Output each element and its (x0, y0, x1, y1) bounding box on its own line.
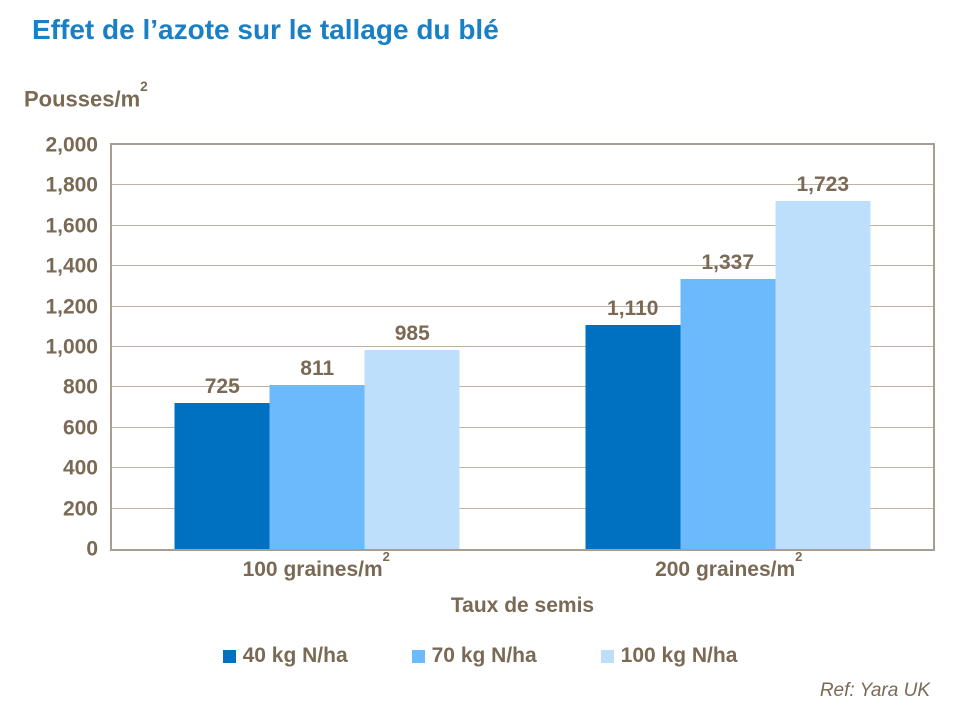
bar: 811 (269, 358, 365, 549)
y-tick-label: 0 (86, 537, 98, 561)
y-tick-label: 200 (62, 497, 98, 521)
x-category-label-text: 200 graines/m (655, 558, 796, 581)
bar: 1,110 (585, 298, 681, 549)
bar-value-label: 1,110 (607, 296, 659, 320)
gridline (112, 305, 933, 307)
legend-swatch-icon (411, 649, 425, 663)
gridline (112, 265, 933, 267)
legend-item: 100 kg N/ha (600, 644, 738, 668)
y-tick-label: 800 (62, 375, 98, 399)
legend: 40 kg N/ha 70 kg N/ha 100 kg N/ha (0, 644, 960, 668)
bar-value-label: 1,723 (796, 172, 850, 196)
legend-label: 40 kg N/ha (242, 644, 348, 667)
x-category-label: 200 graines/m2 (655, 550, 802, 581)
y-axis-title-superscript: 2 (140, 78, 148, 94)
bar-value-label: 725 (204, 374, 240, 398)
x-axis-title: Taux de semis (450, 594, 595, 617)
gridline (112, 467, 933, 469)
bar-group: 725 811 985 (174, 145, 460, 549)
bar-value-label: 985 (394, 322, 430, 346)
legend-item: 70 kg N/ha (411, 644, 537, 668)
legend-item: 40 kg N/ha (222, 644, 348, 668)
bar: 985 (364, 323, 460, 549)
y-axis-title-text: Pousses/m (24, 86, 141, 112)
x-category-label-superscript: 2 (382, 548, 390, 564)
plot-area: 725 811 985 1,110 1,337 1,723 (110, 143, 935, 551)
legend-swatch-icon (222, 649, 236, 663)
y-tick-label: 1,200 (45, 295, 98, 319)
legend-label: 70 kg N/ha (431, 644, 537, 667)
gridline (112, 184, 933, 186)
legend-label: 100 kg N/ha (620, 644, 738, 667)
bar-value-label: 811 (300, 357, 335, 381)
gridline (112, 507, 933, 509)
bar-group: 1,110 1,337 1,723 (585, 145, 871, 549)
x-category-label-text: 100 graines/m (242, 558, 383, 581)
bar: 725 (174, 376, 270, 549)
x-axis-labels: 100 graines/m2 200 graines/m2 (110, 550, 935, 587)
gridline (112, 224, 933, 226)
y-tick-label: 1,600 (45, 214, 98, 238)
y-tick-label: 1,000 (45, 335, 98, 359)
y-tick-label: 1,400 (45, 254, 98, 278)
gridline (112, 346, 933, 347)
gridline (112, 426, 933, 428)
y-tick-label: 1,800 (45, 173, 98, 197)
chart-title: Effet de l’azote sur le tallage du blé (32, 14, 499, 45)
reference-note: Ref: Yara UK (819, 680, 930, 701)
bar: 1,723 (775, 174, 871, 549)
x-category-label-superscript: 2 (795, 548, 803, 564)
bar-value-label: 1,337 (701, 250, 755, 274)
gridline (112, 386, 933, 388)
y-tick-label: 2,000 (45, 133, 98, 157)
legend-swatch-icon (600, 649, 614, 663)
y-axis-ticks: 0 200 400 600 800 1,000 1,200 1,400 1,600 1,800 2,… (0, 135, 98, 560)
y-tick-label: 600 (62, 416, 98, 440)
y-tick-label: 400 (62, 456, 98, 480)
x-category-label: 100 graines/m2 (242, 550, 390, 581)
bar: 1,337 (680, 252, 776, 549)
y-axis-title: Pousses/m2 (24, 79, 148, 112)
